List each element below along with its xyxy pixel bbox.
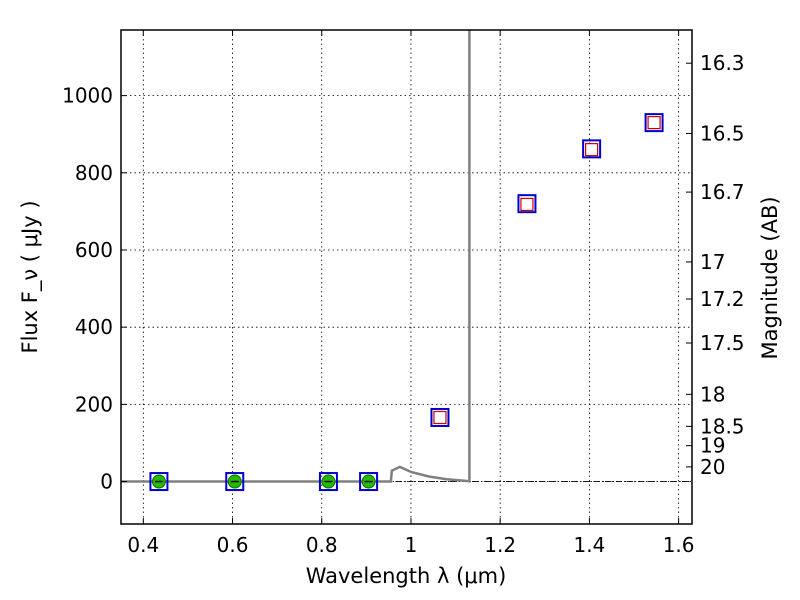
y-tick-label: 600 xyxy=(75,238,113,262)
right-tick-label: 17.2 xyxy=(700,287,745,311)
x-axis-label: Wavelength λ (μm) xyxy=(306,564,507,588)
right-tick-label: 17.5 xyxy=(700,331,745,355)
x-tick-label: 1.6 xyxy=(663,533,695,557)
right-tick-label: 16.3 xyxy=(700,51,745,75)
series-layer xyxy=(121,30,664,492)
x-tick-label: 1.4 xyxy=(573,533,605,557)
right-axis-label: Magnitude (AB) xyxy=(758,196,782,359)
y-tick-label: 400 xyxy=(75,315,113,339)
y-tick-label: 1000 xyxy=(62,84,113,108)
x-tick-labels: 0.4 0.6 0.8 1 1.2 1.4 1.6 xyxy=(127,533,694,557)
observed-point xyxy=(359,472,379,492)
y-tick-label: 0 xyxy=(100,470,113,494)
model-point xyxy=(433,410,447,425)
right-tick-label: 19 xyxy=(700,434,725,458)
observed-point xyxy=(430,407,450,427)
y-axis-label: Flux F_ν ( μJy ) xyxy=(18,200,43,353)
grid xyxy=(121,30,692,524)
observed-point xyxy=(582,139,602,159)
x-tick-label: 0.6 xyxy=(217,533,249,557)
x-tick-label: 1 xyxy=(405,533,418,557)
right-tick-label: 16.7 xyxy=(700,180,745,204)
y-tick-label: 800 xyxy=(75,161,113,185)
observed-point xyxy=(644,113,664,133)
x-tick-label: 1.2 xyxy=(484,533,516,557)
y-tick-labels: 0 200 400 600 800 1000 xyxy=(62,84,113,494)
right-tick-label: 16.5 xyxy=(700,121,745,145)
model-point xyxy=(585,143,599,157)
right-tick-label: 20 xyxy=(700,455,725,479)
observed-point xyxy=(517,194,537,214)
spectrum-line xyxy=(121,30,471,483)
right-tick-label: 18 xyxy=(700,382,725,406)
x-tick-label: 0.4 xyxy=(127,533,159,557)
right-tick-label: 17 xyxy=(700,250,725,274)
observed-point xyxy=(318,472,338,492)
observed-point xyxy=(225,472,245,492)
model-point xyxy=(520,197,534,212)
ticks xyxy=(121,30,692,524)
y-tick-label: 200 xyxy=(75,392,113,416)
x-tick-label: 0.8 xyxy=(306,533,338,557)
observed-point xyxy=(149,472,169,492)
right-tick-label: 18.5 xyxy=(700,414,745,438)
model-point xyxy=(647,116,661,130)
plot-frame xyxy=(120,29,693,525)
